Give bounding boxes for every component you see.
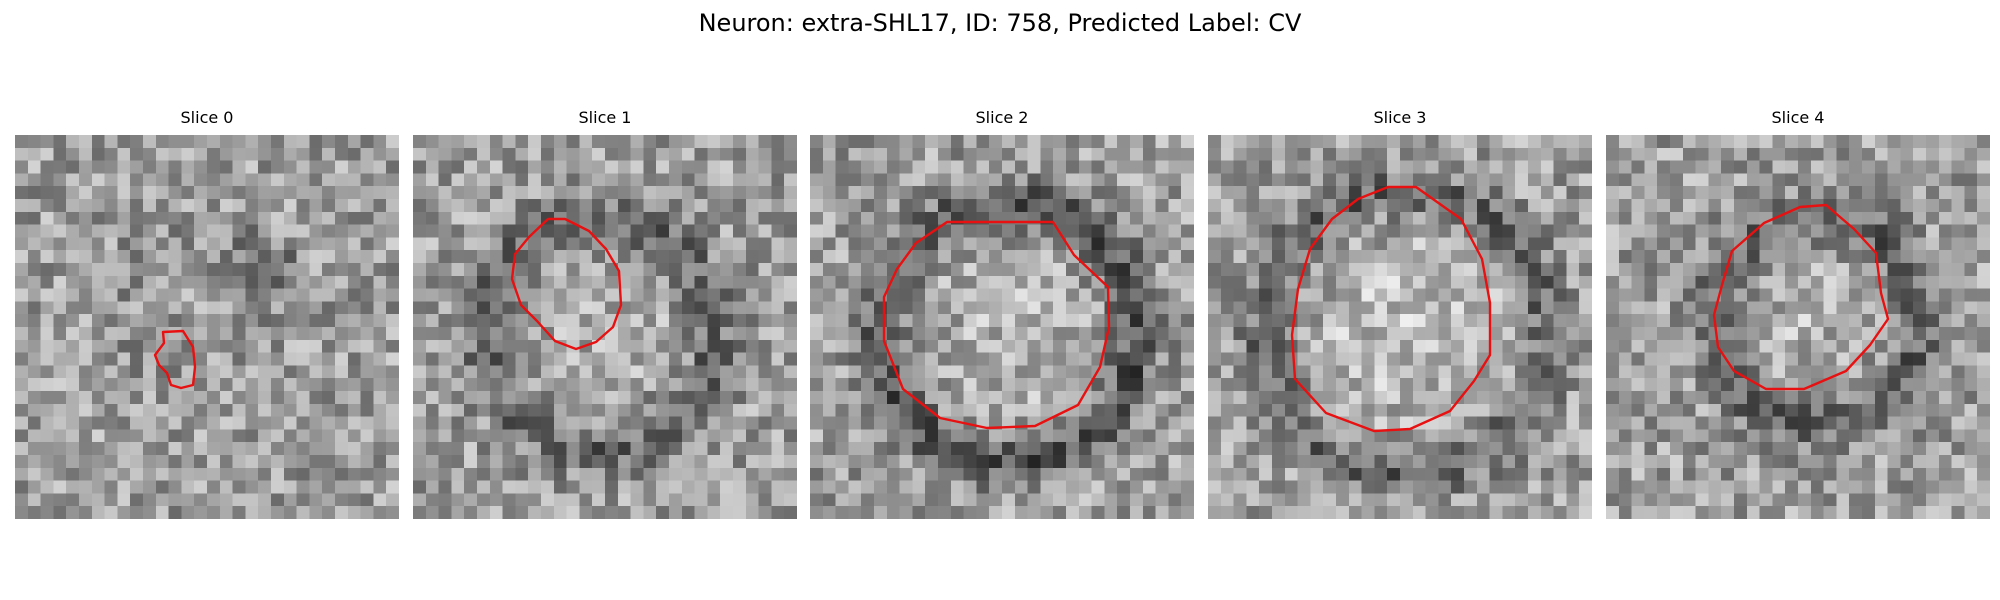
slice-title: Slice 2 [975, 108, 1029, 127]
microscopy-image [15, 135, 399, 519]
slice-panel-0: Slice 0 [15, 108, 399, 519]
slice-panel-3: Slice 3 [1208, 108, 1592, 519]
microscopy-image [1208, 135, 1592, 519]
slice-title: Slice 3 [1373, 108, 1427, 127]
microscopy-image [413, 135, 797, 519]
microscopy-image [1606, 135, 1990, 519]
segmentation-contour [1290, 185, 1492, 433]
slice-panel-4: Slice 4 [1606, 108, 1990, 519]
segmentation-contour [510, 217, 623, 351]
slice-title: Slice 4 [1771, 108, 1825, 127]
segmentation-contour [1712, 203, 1890, 391]
segmentation-contour [882, 220, 1111, 430]
slice-image [810, 135, 1194, 519]
slice-title: Slice 0 [180, 108, 234, 127]
slice-image [1208, 135, 1592, 519]
slice-image [413, 135, 797, 519]
segmentation-contour [153, 329, 197, 390]
figure-title: Neuron: extra-SHL17, ID: 758, Predicted … [698, 9, 1302, 37]
slice-panel-2: Slice 2 [810, 108, 1194, 519]
slice-image [1606, 135, 1990, 519]
slice-title: Slice 1 [578, 108, 632, 127]
microscopy-image [810, 135, 1194, 519]
slice-image [15, 135, 399, 519]
slice-panel-1: Slice 1 [413, 108, 797, 519]
